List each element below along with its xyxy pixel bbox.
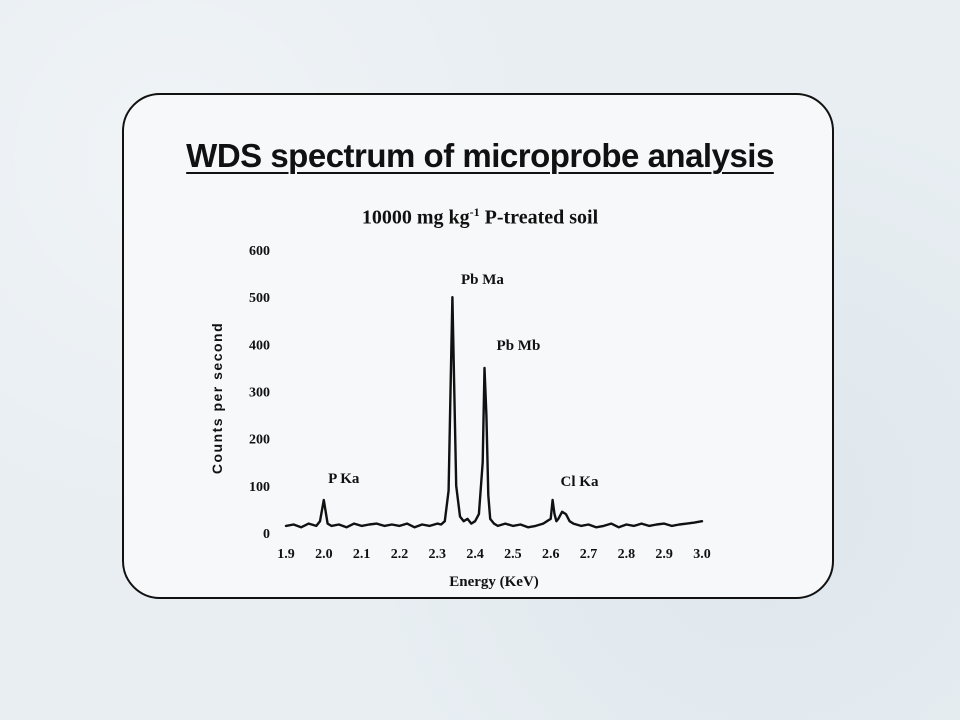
x-tick-label: 2.7 <box>580 547 598 562</box>
y-tick-label: 600 <box>249 244 270 259</box>
x-tick-label: 2.0 <box>315 547 333 562</box>
x-tick-label: 2.9 <box>655 547 673 562</box>
x-tick-label: 2.8 <box>618 547 636 562</box>
y-tick-label: 200 <box>249 433 270 448</box>
peak-label: Cl Ka <box>561 474 599 490</box>
x-tick-label: 2.2 <box>391 547 409 562</box>
spectrum-line <box>284 296 704 529</box>
x-axis-label: Energy (KeV) <box>449 574 539 590</box>
subtitle-rest: P-treated soil <box>479 206 599 229</box>
peak-label: Pb Ma <box>461 272 504 288</box>
subtitle-superscript: -1 <box>469 205 480 219</box>
x-tick-label: 2.5 <box>504 547 522 562</box>
y-tick-label: 500 <box>249 291 270 306</box>
y-tick-label: 300 <box>249 386 270 401</box>
x-tick-label: 2.6 <box>542 547 560 562</box>
y-axis-label: Counts per second <box>209 322 225 474</box>
chart-subtitle: 10000 mg kg-1 P-treated soil <box>0 205 960 230</box>
peak-label: P Ka <box>328 471 360 487</box>
subtitle-main: 10000 mg kg <box>361 206 470 229</box>
x-tick-label: 2.4 <box>466 547 484 562</box>
x-tick-label: 2.3 <box>429 547 447 562</box>
x-tick-label: 1.9 <box>277 547 295 562</box>
y-tick-label: 400 <box>249 338 270 353</box>
x-tick-label: 2.1 <box>353 547 371 562</box>
peak-label: Pb Mb <box>497 338 541 354</box>
slide-title: WDS spectrum of microprobe analysis <box>186 137 774 174</box>
x-tick-label: 3.0 <box>693 547 711 562</box>
y-tick-label: 100 <box>249 480 270 495</box>
y-tick-label: 0 <box>263 527 270 542</box>
